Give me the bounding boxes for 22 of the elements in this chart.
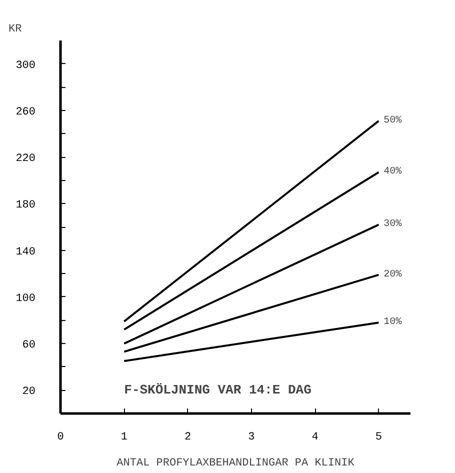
series-label: 50% [384,115,402,126]
y-tick-label: 140 [16,246,36,258]
x-tick-label: 4 [312,432,319,444]
y-tick-label: 260 [16,106,36,118]
x-tick-label: 1 [120,432,128,444]
series-label: 20% [384,269,402,280]
annotation: F-SKÖLJNING VAR 14:E DAG [124,382,312,398]
x-axis-title: ANTAL PROFYLAXBEHANDLINGAR PA KLINIK [116,458,355,470]
y-tick-label: 180 [16,200,36,212]
series-label: 30% [384,219,402,230]
y-tick-label: 220 [16,153,36,166]
x-tick-label: 2 [184,432,192,444]
series-label: 40% [384,166,402,178]
x-tick-label: 5 [375,432,382,444]
x-tick-label: 3 [248,432,255,444]
y-axis-title: KR [8,24,22,36]
y-tick-label: 100 [16,292,36,305]
y-tick-label: 300 [16,60,36,72]
x-tick-label: 0 [57,432,64,444]
series-label: 10% [384,317,402,328]
y-tick-label: 60 [22,340,36,352]
y-tick-label: 20 [22,386,36,398]
